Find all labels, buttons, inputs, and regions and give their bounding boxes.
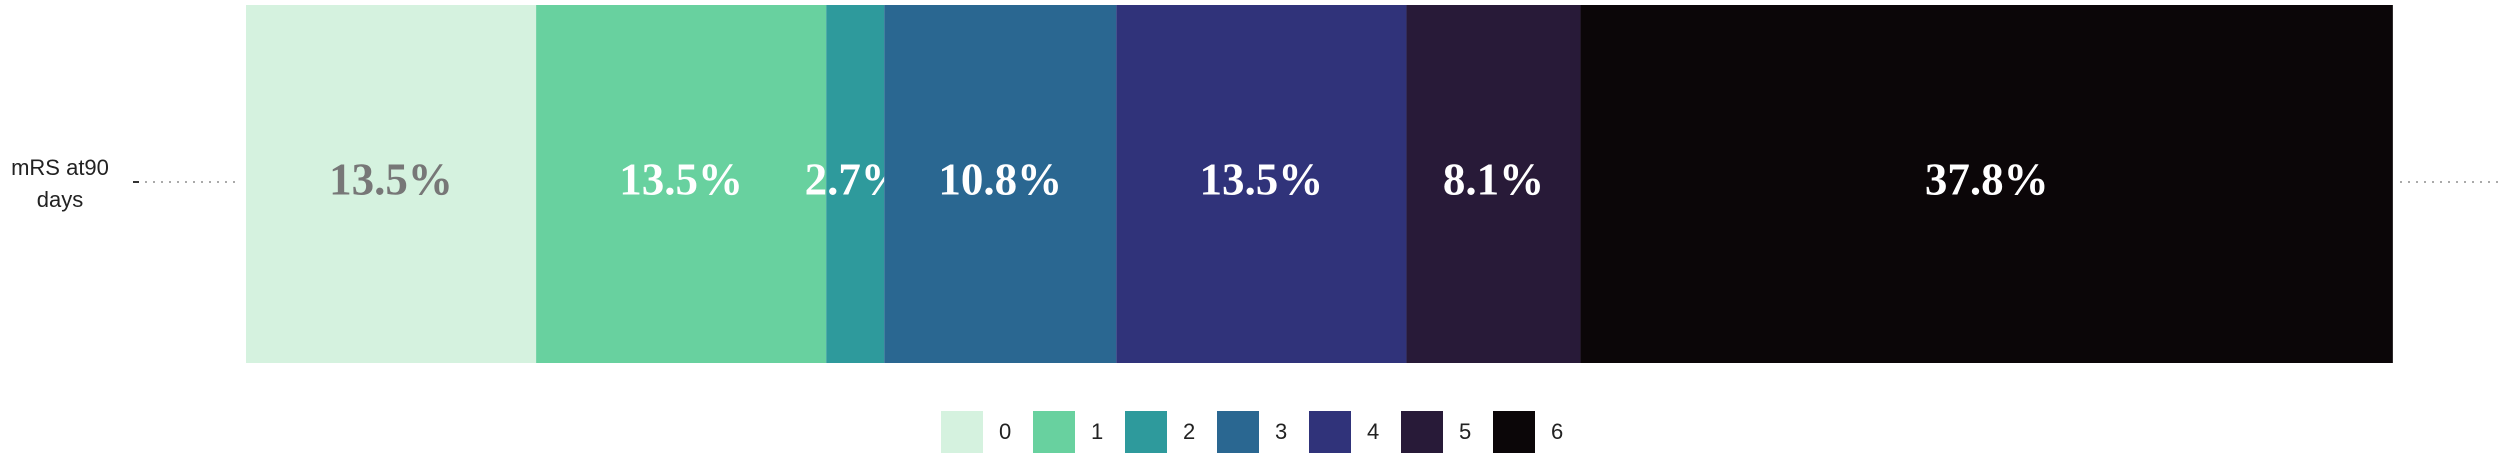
- legend-swatch: [941, 411, 983, 453]
- value-label: 13.5%: [619, 154, 743, 204]
- bar-segment: [884, 5, 1117, 363]
- legend-swatch: [1493, 411, 1535, 453]
- bar-segment: [826, 5, 885, 363]
- legend-swatch: [1217, 411, 1259, 453]
- legend-label: 3: [1275, 419, 1287, 444]
- legend-label: 4: [1367, 419, 1379, 444]
- bar-segment: [536, 5, 827, 363]
- bar-segment: [1116, 5, 1407, 363]
- bar-segment: [246, 5, 537, 363]
- legend-label: 6: [1551, 419, 1563, 444]
- value-label: 13.5%: [329, 154, 453, 204]
- legend-swatch: [1309, 411, 1351, 453]
- value-label: 13.5%: [1200, 154, 1324, 204]
- bar-segment: [1580, 5, 2393, 363]
- legend-label: 2: [1183, 419, 1195, 444]
- legend-swatch: [1125, 411, 1167, 453]
- legend-label: 0: [999, 419, 1011, 444]
- bar-segment: [1406, 5, 1581, 363]
- legend-swatch: [1033, 411, 1075, 453]
- legend-label: 5: [1459, 419, 1471, 444]
- value-label: 37.8%: [1925, 154, 2049, 204]
- value-label: 8.1%: [1443, 154, 1544, 204]
- y-tick-label: mRS at90 days: [11, 155, 109, 212]
- value-label: 10.8%: [938, 154, 1062, 204]
- legend-swatch: [1401, 411, 1443, 453]
- legend-label: 1: [1091, 419, 1103, 444]
